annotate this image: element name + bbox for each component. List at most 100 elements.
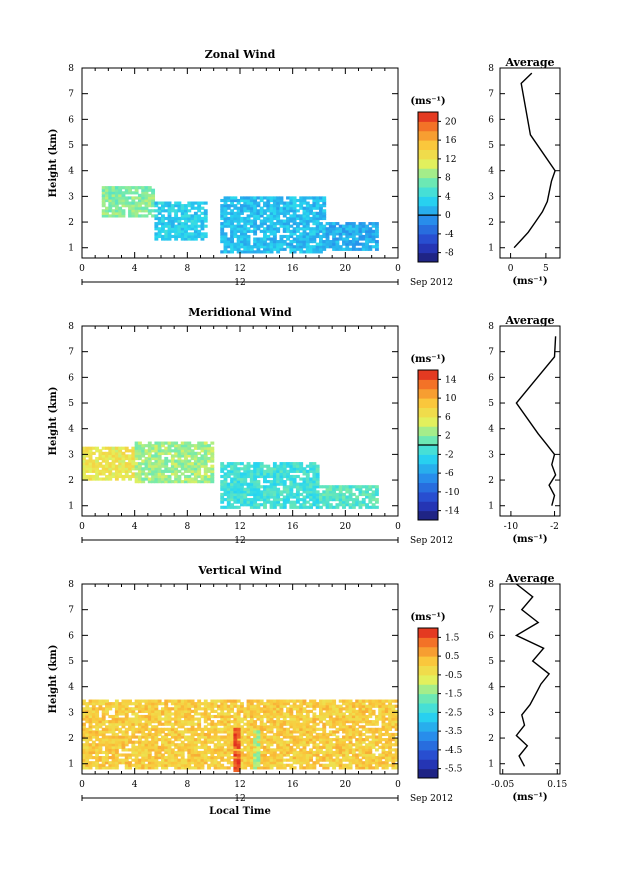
heatmap-cell	[342, 717, 346, 721]
heatmap-cell	[101, 707, 106, 711]
heatmap-cell	[305, 761, 310, 765]
heatmap-cell	[240, 732, 244, 737]
heatmap-cell	[101, 702, 106, 706]
chart-title: Zonal Wind	[205, 48, 276, 61]
heatmap-cell	[216, 756, 221, 760]
heatmap-cell	[351, 503, 356, 507]
heatmap-cell	[147, 740, 152, 744]
heatmap-cell	[184, 745, 188, 749]
heatmap-cell	[371, 232, 376, 236]
heatmap-cell	[193, 454, 198, 458]
heatmap-cell	[381, 709, 386, 713]
heatmap-cell	[230, 472, 235, 476]
colorbar-step	[418, 712, 438, 723]
heatmap-cell	[184, 704, 188, 708]
heatmap-cell	[384, 756, 389, 760]
heatmap-cell	[220, 730, 225, 734]
heatmap-cell	[269, 495, 274, 499]
heatmap-cell	[335, 247, 340, 251]
heatmap-cell	[246, 730, 251, 734]
heatmap-cell	[121, 469, 126, 473]
heatmap-cell	[187, 446, 192, 450]
heatmap-cell	[154, 204, 159, 208]
heatmap-cell	[371, 699, 376, 703]
heatmap-cell	[299, 753, 304, 757]
heatmap-cell	[325, 722, 330, 726]
heatmap-cell	[371, 495, 376, 499]
heatmap-cell	[374, 727, 379, 731]
heatmap-cell	[157, 717, 162, 721]
heatmap-cell	[128, 191, 132, 195]
heatmap-cell	[203, 477, 208, 481]
heatmap-cell	[233, 740, 238, 744]
heatmap-cell	[253, 730, 258, 734]
heatmap-cell	[128, 717, 132, 721]
heatmap-cell	[124, 712, 129, 716]
heatmap-cell	[101, 714, 106, 719]
heatmap-cell	[174, 743, 179, 747]
heatmap-cell	[335, 730, 340, 734]
heatmap-cell	[312, 714, 317, 719]
heatmap-cell	[137, 738, 142, 742]
heatmap-cell	[154, 459, 159, 463]
heatmap-cell	[167, 237, 172, 241]
heatmap-cell	[342, 725, 346, 729]
heatmap-cell	[101, 467, 106, 471]
heatmap-cell	[279, 704, 284, 708]
heatmap-cell	[223, 704, 228, 708]
heatmap-cell	[305, 196, 310, 200]
heatmap-cell	[243, 224, 248, 228]
heatmap-cell	[108, 454, 113, 458]
heatmap-cell	[111, 720, 116, 724]
heatmap-cell	[253, 735, 258, 739]
heatmap-cell	[88, 738, 93, 742]
heatmap-cell	[302, 240, 307, 244]
heatmap-cell	[157, 699, 162, 703]
heatmap-cell	[309, 763, 314, 767]
heatmap-cell	[345, 735, 350, 739]
heatmap-cell	[338, 234, 343, 239]
heatmap-cell	[309, 462, 314, 466]
heatmap-cell	[134, 472, 139, 476]
heatmap-cell	[151, 745, 156, 749]
heatmap-cell	[355, 487, 360, 491]
heatmap-cell	[319, 204, 323, 208]
heatmap-cell	[269, 222, 274, 226]
heatmap-cell	[302, 469, 307, 473]
heatmap-cell	[315, 245, 320, 249]
heatmap-cell	[361, 725, 366, 729]
heatmap-cell	[233, 490, 238, 494]
heatmap-cell	[328, 740, 333, 744]
heatmap-cell	[144, 464, 149, 468]
heatmap-cell	[282, 214, 287, 218]
average-x-tick-label: 0	[508, 264, 514, 274]
heatmap-cell	[276, 500, 281, 504]
heatmap-cell	[279, 206, 284, 210]
heatmap-cell	[108, 472, 113, 476]
heatmap-cell	[240, 240, 244, 244]
heatmap-cell	[124, 204, 129, 208]
heatmap-cell	[309, 735, 314, 739]
heatmap-cell	[203, 211, 208, 215]
heatmap-cell	[161, 712, 165, 716]
heatmap-cell	[111, 756, 116, 760]
heatmap-cell	[134, 766, 139, 770]
heatmap-cell	[134, 214, 139, 218]
heatmap-cell	[365, 505, 369, 509]
heatmap-cell	[207, 730, 211, 734]
heatmap-cell	[319, 209, 323, 213]
heatmap-cell	[266, 201, 271, 205]
heatmap-cell	[269, 743, 274, 747]
heatmap-cell	[105, 456, 109, 461]
heatmap-cell	[210, 480, 215, 484]
heatmap-cell	[233, 714, 238, 719]
heatmap-cell	[174, 480, 179, 484]
heatmap-cell	[220, 745, 225, 749]
heatmap-cell	[246, 482, 251, 486]
heatmap-cell	[230, 730, 235, 734]
heatmap-cell	[157, 477, 162, 481]
heatmap-cell	[85, 750, 90, 755]
heatmap-cell	[358, 242, 363, 246]
heatmap-cell	[246, 201, 251, 205]
heatmap-cell	[249, 500, 254, 504]
